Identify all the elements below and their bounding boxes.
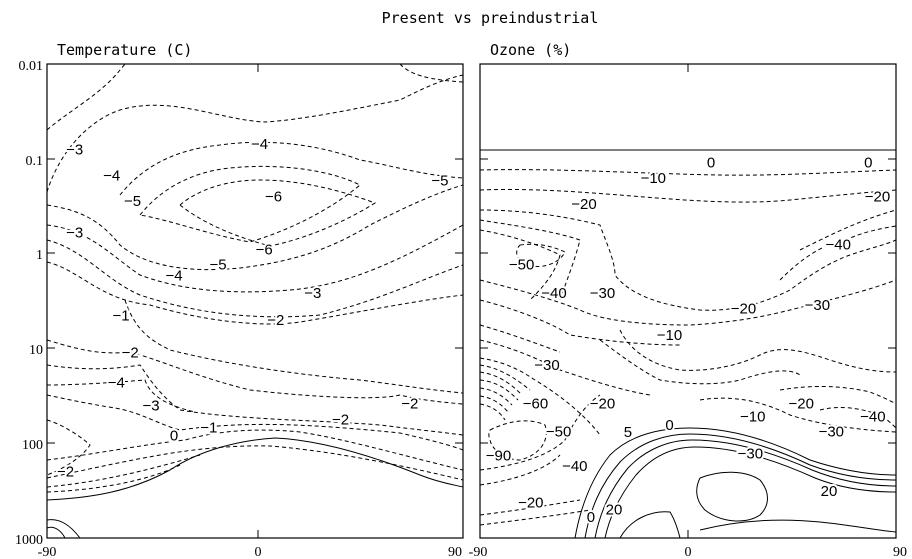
- temperature-y-ticks: [47, 63, 463, 539]
- ozone-x-tick-labels: -90 0 90: [469, 545, 907, 559]
- x-tick-label: 90: [893, 545, 907, 559]
- contour-label: −20: [590, 395, 615, 412]
- contour-label: −40: [860, 408, 885, 425]
- contour-label: −2: [332, 411, 349, 428]
- contour-label: 0: [864, 155, 872, 172]
- ozone-contour-labels: 0 0 −10 −20 −20 −40 −50 −40 −30 −20 −30 −10 −30 −60 −2…: [484, 153, 892, 528]
- contour-label: −3: [66, 142, 83, 159]
- contour-label: −6: [256, 241, 273, 258]
- contour-label: −20: [731, 301, 756, 318]
- y-tick-label: 10: [29, 343, 43, 358]
- contour-label: 0: [587, 509, 595, 526]
- contour-label: −10: [657, 327, 682, 344]
- contour-label: −10: [740, 408, 765, 425]
- contour-label: −30: [590, 285, 615, 302]
- contour-label: 20: [606, 502, 623, 519]
- temperature-y-tick-labels: 0.01 0.1 1 10 100 1000: [15, 59, 43, 548]
- contour-label: −60: [523, 395, 548, 412]
- contour-label: −3: [66, 225, 83, 242]
- x-tick-label: -90: [469, 545, 488, 559]
- contour-label: −6: [265, 189, 282, 206]
- panel-title-temperature: Temperature (C): [57, 41, 192, 59]
- contour-label: −30: [534, 357, 559, 374]
- contour-label: −4: [103, 168, 120, 185]
- contour-label: 0: [665, 417, 673, 434]
- y-tick-label: 1000: [15, 533, 43, 548]
- contour-label: −20: [518, 494, 543, 511]
- x-tick-label: 0: [685, 545, 692, 559]
- temperature-panel: 0.01 0.1 1 10 100 1000 -90 0 90: [15, 59, 464, 559]
- contour-label: −40: [562, 458, 587, 475]
- contour-label: −4: [166, 267, 183, 284]
- ozone-panel: -90 0 90: [469, 63, 907, 559]
- x-tick-label: 90: [448, 545, 462, 559]
- contour-label: −20: [865, 189, 890, 206]
- contour-label: −20: [571, 196, 596, 213]
- contour-label: −90: [486, 448, 511, 465]
- temperature-contour-labels: −4−3−4−5 −6−5−3−6−5−4−3−2−1−2−4−3 −2−2−10−…: [55, 134, 451, 483]
- contour-label: −2: [57, 464, 74, 481]
- contour-label: −50: [546, 423, 571, 440]
- y-tick-label: 100: [22, 438, 43, 453]
- contour-label: −20: [788, 395, 813, 412]
- contour-label: −30: [805, 297, 830, 314]
- y-tick-label: 1: [36, 248, 43, 263]
- contour-label: −40: [825, 236, 850, 253]
- contour-label: −4: [251, 136, 268, 153]
- contour-label: −10: [641, 170, 666, 187]
- contour-label: 20: [821, 483, 838, 500]
- y-tick-label: 0.01: [19, 59, 44, 74]
- contour-label: −2: [267, 312, 284, 329]
- temperature-x-tick-labels: -90 0 90: [38, 545, 462, 559]
- contour-label: −40: [541, 285, 566, 302]
- contour-label: −1: [112, 308, 129, 325]
- contour-label: −1: [200, 419, 217, 436]
- contour-label: −50: [509, 256, 534, 273]
- contour-label: 0: [170, 428, 178, 445]
- y-tick-label: 0.1: [26, 154, 44, 169]
- figure-title: Present vs preindustrial: [382, 9, 599, 27]
- contour-label: −3: [142, 398, 159, 415]
- panel-title-ozone: Ozone (%): [490, 41, 571, 59]
- x-tick-label: 0: [255, 545, 262, 559]
- contour-label: −30: [738, 445, 763, 462]
- x-tick-label: -90: [38, 545, 57, 559]
- temperature-contours: [46, 63, 464, 539]
- contour-label: −2: [122, 344, 139, 361]
- contour-label: −2: [401, 395, 418, 412]
- temperature-plot-frame: [46, 63, 464, 539]
- contour-label: −5: [124, 193, 141, 210]
- ozone-contours: [479, 149, 897, 539]
- contour-label: 0: [707, 155, 715, 172]
- contour-label: 5: [624, 424, 632, 441]
- contour-label: −5: [431, 173, 448, 190]
- contour-label: −4: [108, 375, 125, 392]
- contour-label: −5: [209, 256, 226, 273]
- contour-label: −3: [304, 285, 321, 302]
- ozone-y-ticks: [480, 63, 896, 539]
- contour-label: −30: [819, 423, 844, 440]
